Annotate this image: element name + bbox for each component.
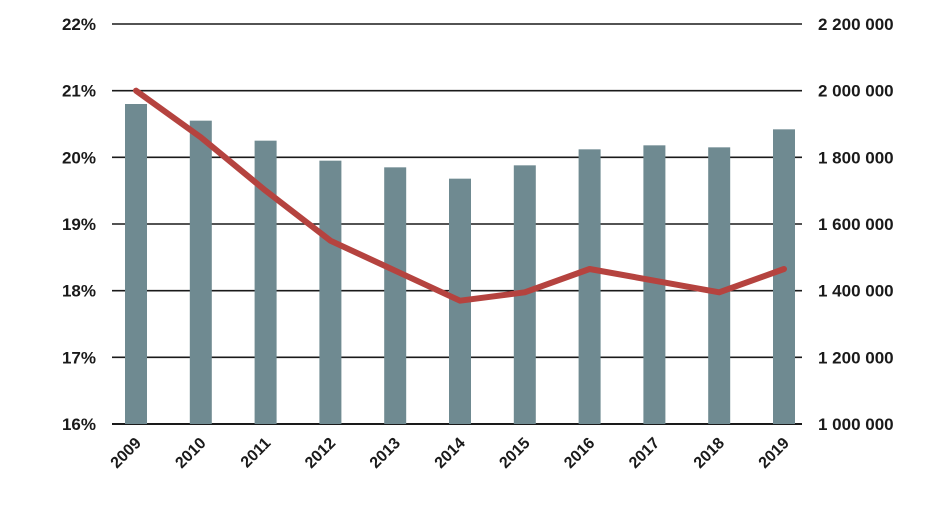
left-tick-label: 21% bbox=[62, 82, 96, 101]
x-tick-label: 2017 bbox=[626, 435, 663, 472]
right-tick-label: 1 400 000 bbox=[818, 282, 894, 301]
x-tick-label: 2010 bbox=[172, 435, 209, 472]
right-tick-label: 1 000 000 bbox=[818, 415, 894, 434]
x-tick-label: 2014 bbox=[432, 435, 469, 472]
right-tick-label: 1 600 000 bbox=[818, 215, 894, 234]
left-tick-label: 20% bbox=[62, 148, 96, 167]
bar-2012 bbox=[319, 160, 342, 424]
x-tick-label: 2013 bbox=[367, 435, 404, 472]
bar-2013 bbox=[384, 167, 407, 425]
line-point-2016 bbox=[589, 268, 591, 270]
left-tick-label: 16% bbox=[62, 415, 96, 434]
line-point-2013 bbox=[394, 270, 396, 272]
x-tick-label: 2019 bbox=[756, 435, 793, 472]
line-point-2010 bbox=[200, 136, 202, 138]
line-point-2011 bbox=[265, 190, 267, 192]
x-tick-label: 2016 bbox=[561, 435, 598, 472]
bar-2018 bbox=[708, 147, 731, 425]
left-tick-label: 19% bbox=[62, 215, 96, 234]
left-tick-label: 17% bbox=[62, 348, 96, 367]
line-series bbox=[133, 87, 787, 304]
bar-2016 bbox=[578, 149, 601, 425]
line-point-2014 bbox=[459, 300, 461, 302]
bar-2011 bbox=[254, 140, 277, 424]
line-point-2012 bbox=[329, 240, 331, 242]
line-point-2017 bbox=[653, 280, 655, 282]
x-tick-label: 2018 bbox=[691, 435, 728, 472]
x-tick-label: 2011 bbox=[238, 435, 275, 472]
line-point-2018 bbox=[718, 291, 720, 293]
line-point-2009 bbox=[135, 90, 137, 92]
bar-2009 bbox=[125, 104, 147, 424]
right-tick-label: 1 200 000 bbox=[818, 348, 894, 367]
x-axis-ticks: 2009 2010 2011 2012 2013 2014 2015 2016 2017 2018… bbox=[108, 435, 793, 472]
right-tick-label: 2 200 000 bbox=[818, 15, 894, 34]
x-tick-label: 2015 bbox=[496, 435, 533, 472]
right-axis-ticks: 1 000 000 1 200 000 1 400 000 1 600 000 1 80… bbox=[818, 15, 894, 434]
left-tick-label: 22% bbox=[62, 15, 96, 34]
right-tick-label: 2 000 000 bbox=[818, 82, 894, 101]
x-tick-label: 2012 bbox=[302, 435, 339, 472]
x-tick-label: 2009 bbox=[108, 435, 145, 472]
bars bbox=[125, 104, 795, 425]
line-point-2015 bbox=[524, 291, 526, 293]
left-axis-ticks: 16% 17% 18% 19% 20% 21% 22% bbox=[62, 15, 96, 434]
left-tick-label: 18% bbox=[62, 282, 96, 301]
right-tick-label: 1 800 000 bbox=[818, 148, 894, 167]
bar-2017 bbox=[643, 145, 666, 425]
bar-2019 bbox=[773, 129, 795, 425]
bar-2010 bbox=[189, 120, 212, 425]
line-point-2019 bbox=[783, 268, 785, 270]
